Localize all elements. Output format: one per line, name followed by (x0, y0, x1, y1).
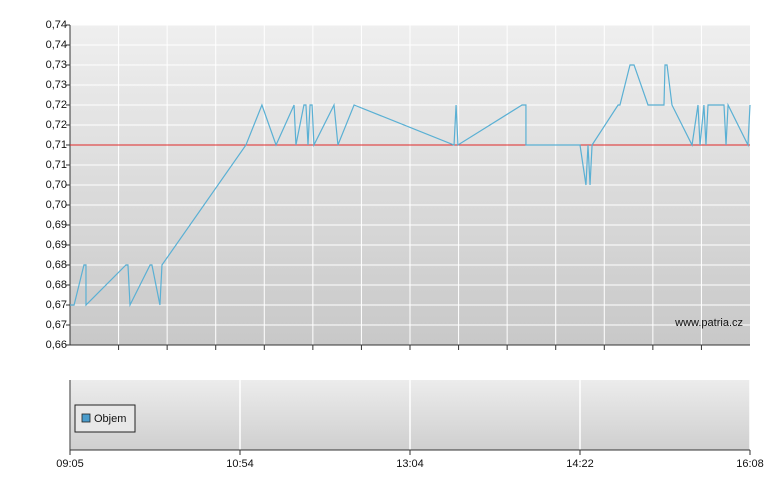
y-tick-label: 0,71 (46, 159, 67, 171)
x-tick-label: 14:22 (566, 458, 594, 470)
y-tick-label: 0,74 (46, 19, 67, 31)
y-tick-label: 0,67 (46, 299, 67, 311)
y-tick-label: 0,68 (46, 259, 67, 271)
y-tick-label: 0,73 (46, 59, 67, 71)
y-tick-label: 0,72 (46, 99, 67, 111)
y-tick-label: 0,68 (46, 279, 67, 291)
legend-label: Objem (94, 413, 126, 425)
y-tick-label: 0,71 (46, 139, 67, 151)
chart-layer: 0,66 0,67 0,67 0,68 0,68 0,69 0,69 0,70 0,70 0,71… (46, 19, 764, 470)
y-tick-label: 0,67 (46, 319, 67, 331)
y-tick-label: 0,69 (46, 239, 67, 251)
price-line (70, 64, 751, 308)
legend-swatch (81, 413, 91, 423)
x-tick-label: 09:05 (56, 458, 84, 470)
watermark: www.patria.cz (674, 317, 743, 329)
y-tick-label: 0,70 (46, 179, 67, 191)
x-tick-label: 16:08 (736, 458, 764, 470)
y-tick-label: 0,70 (46, 199, 67, 211)
y-tick-label: 0,74 (46, 39, 67, 51)
x-tick-label: 10:54 (226, 458, 254, 470)
y-tick-label: 0,72 (46, 119, 67, 131)
x-tick-label: 13:04 (396, 458, 424, 470)
y-tick-label: 0,73 (46, 79, 67, 91)
y-tick-label: 0,69 (46, 219, 67, 231)
y-tick-label: 0,66 (46, 339, 67, 351)
